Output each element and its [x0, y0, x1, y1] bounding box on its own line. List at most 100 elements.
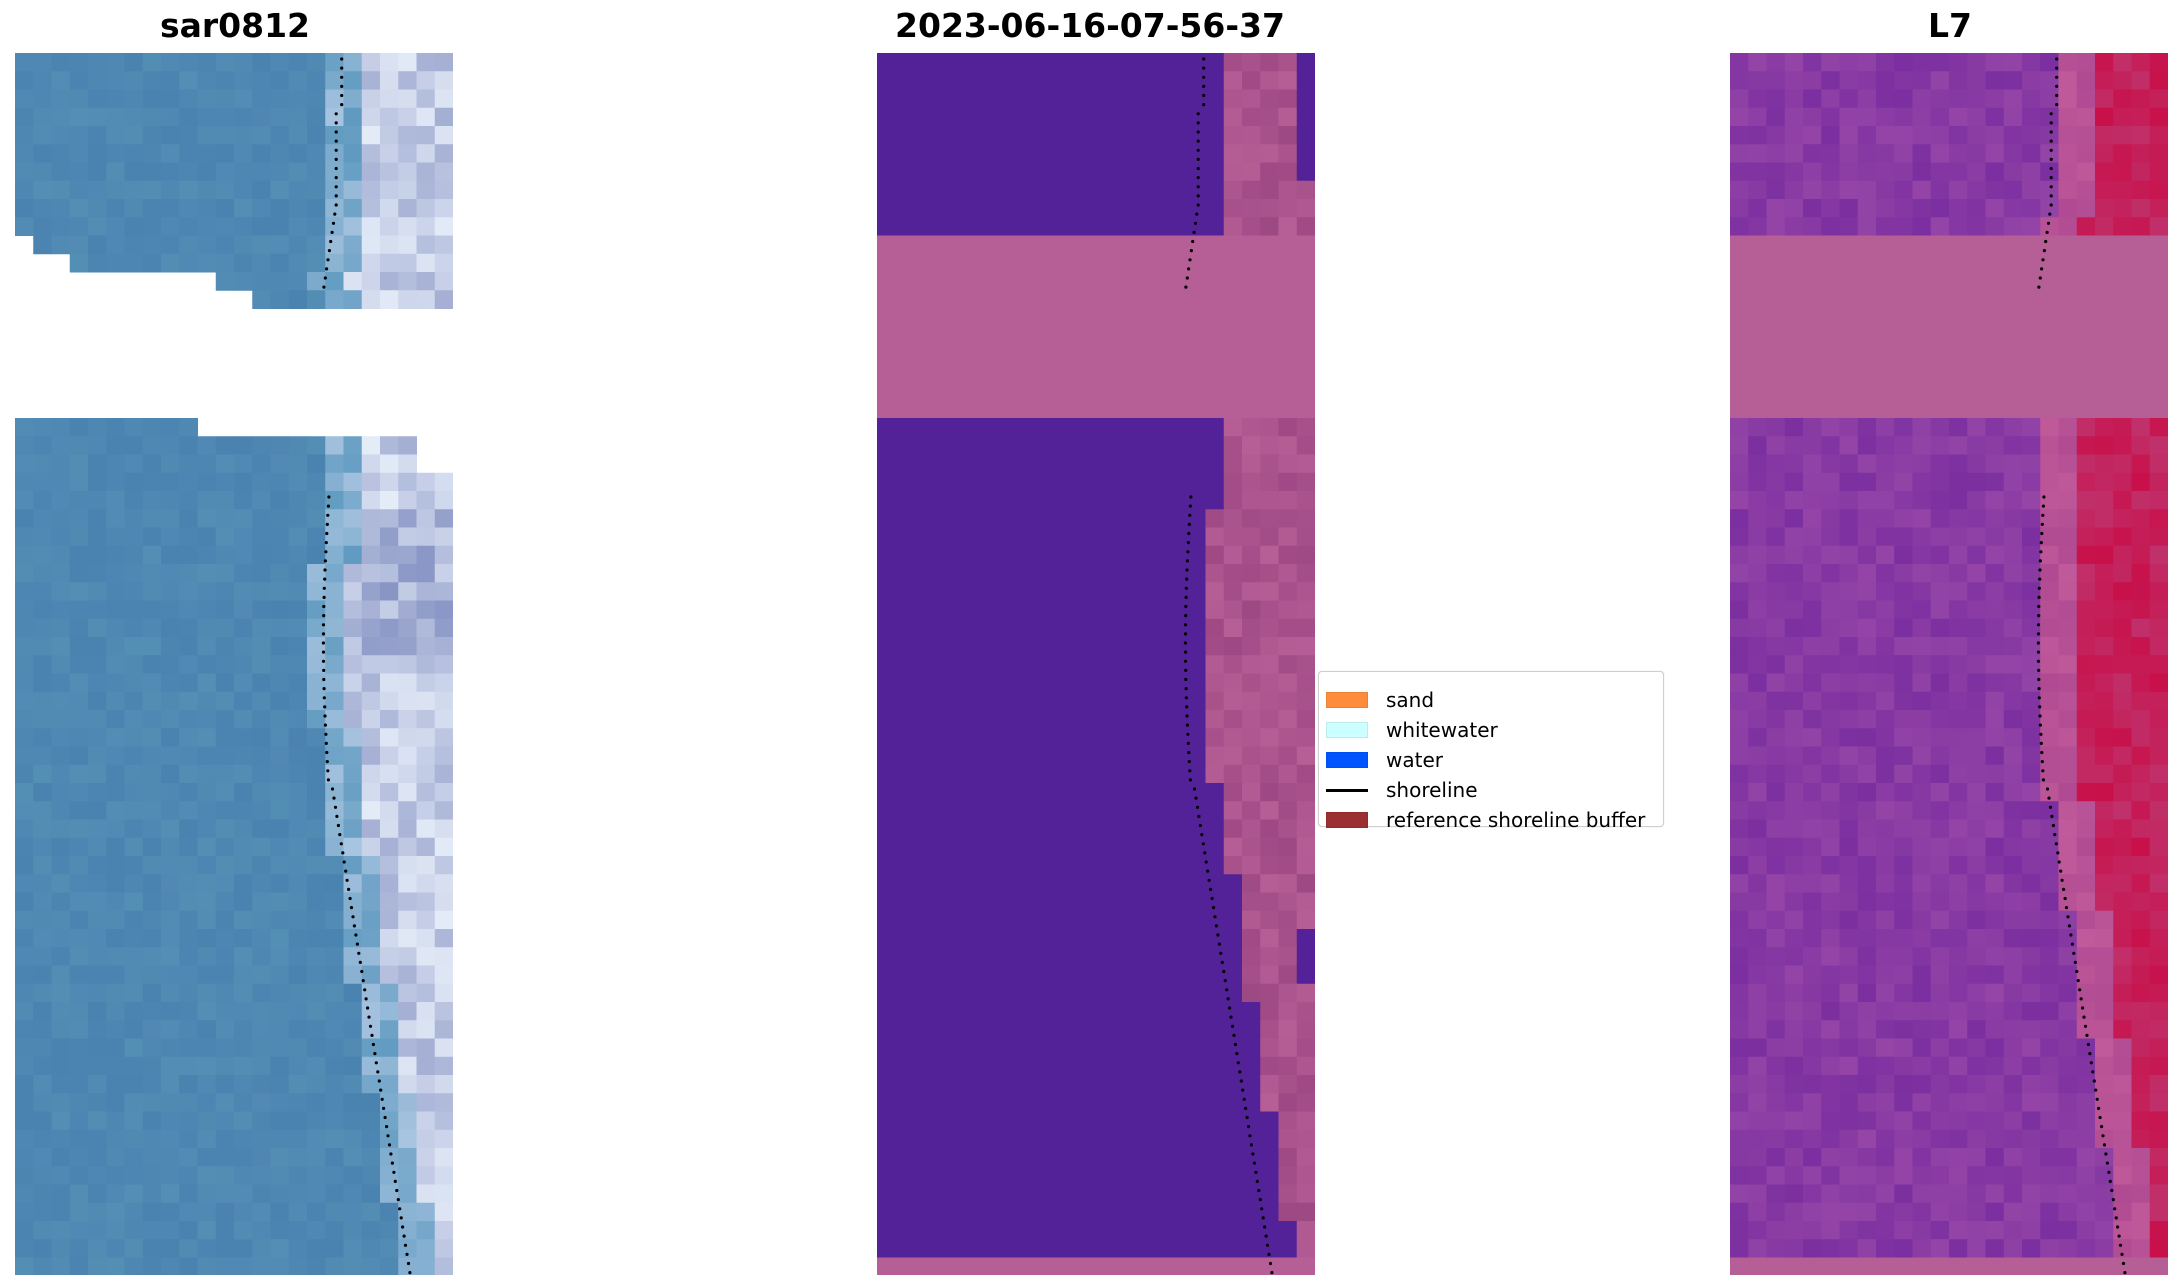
pixel: [1949, 162, 1968, 182]
pixel: [895, 509, 914, 528]
pixel: [1967, 1184, 1986, 1204]
pixel: [252, 728, 271, 747]
pixel: [895, 491, 914, 510]
pixel: [1205, 545, 1225, 565]
pixel: [895, 1239, 914, 1258]
shoreline-point: [1211, 906, 1216, 910]
pixel: [270, 801, 290, 820]
pixel: [1748, 345, 1767, 364]
pixel: [1077, 89, 1097, 109]
pixel: [1169, 819, 1188, 839]
pixel: [1857, 600, 1877, 620]
pixel: [2003, 472, 2023, 492]
shoreline-point: [360, 969, 364, 974]
pixel: [1876, 217, 1895, 236]
pixel: [1766, 983, 1786, 1003]
pixel: [1041, 746, 1060, 766]
shoreline-point: [377, 1079, 381, 1083]
pixel: [931, 1221, 951, 1240]
pixel: [2149, 819, 2168, 839]
pixel: [1260, 162, 1279, 182]
pixel: [2113, 910, 2132, 930]
pixel: [1985, 217, 2005, 236]
pixel: [1912, 746, 1932, 766]
pixel: [1132, 527, 1152, 547]
pixel: [416, 89, 436, 109]
pixel: [1876, 399, 1895, 419]
pixel: [142, 454, 162, 474]
pixel: [1059, 746, 1079, 766]
pixel: [1077, 582, 1097, 601]
pixel: [1132, 1075, 1152, 1094]
pixel: [270, 637, 290, 656]
pixel: [343, 783, 363, 802]
pixel: [142, 71, 162, 90]
pixel: [1730, 491, 1749, 510]
pixel: [1857, 545, 1877, 565]
pixel: [1041, 1038, 1060, 1058]
pixel: [1949, 947, 1968, 966]
pixel: [288, 837, 308, 857]
pixel: [1041, 856, 1060, 875]
pixel: [398, 874, 417, 893]
pixel: [1748, 144, 1767, 163]
pixel: [877, 929, 896, 948]
pixel: [1985, 1038, 2005, 1058]
shoreline-point: [361, 979, 365, 983]
pixel: [252, 783, 271, 802]
pixel: [416, 618, 436, 638]
pixel: [288, 272, 308, 291]
shoreline-point: [2049, 112, 2053, 116]
pixel: [1296, 308, 1315, 328]
pixel: [2149, 1020, 2168, 1039]
pixel: [2131, 144, 2151, 163]
pixel: [270, 837, 290, 857]
shoreline-point: [1222, 969, 1226, 974]
pixel: [1187, 345, 1206, 364]
pixel: [2113, 819, 2132, 839]
pixel: [1967, 454, 1986, 474]
pixel: [234, 1038, 253, 1058]
pixel: [1766, 965, 1786, 985]
pixel: [416, 126, 436, 145]
pixel: [913, 345, 933, 364]
pixel: [380, 491, 399, 510]
pixel: [1296, 381, 1315, 401]
pixel: [1784, 655, 1804, 674]
pixel: [1278, 655, 1298, 674]
pixel: [877, 399, 896, 419]
pixel: [931, 418, 951, 437]
pixel: [1784, 1093, 1804, 1112]
pixel: [1077, 472, 1097, 492]
pixel: [179, 910, 198, 930]
pixel: [106, 509, 125, 528]
pixel: [1930, 308, 1950, 328]
pixel: [950, 326, 969, 346]
pixel: [1784, 618, 1804, 638]
pixel: [1748, 545, 1767, 565]
pixel: [2003, 874, 2023, 893]
pixel: [252, 1111, 271, 1131]
pixel: [215, 162, 235, 182]
pixel: [124, 600, 144, 620]
pixel: [2040, 819, 2059, 839]
pixel: [161, 491, 180, 510]
shoreline-point: [2056, 851, 2060, 855]
pixel: [2003, 545, 2023, 565]
pixel: [1205, 363, 1225, 382]
pixel: [106, 691, 125, 711]
pixel: [1296, 71, 1315, 90]
pixel: [51, 929, 71, 948]
pixel: [2003, 819, 2023, 839]
pixel: [2149, 655, 2168, 674]
pixel: [968, 253, 987, 273]
pixel: [1223, 491, 1243, 510]
pixel: [1278, 545, 1298, 565]
pixel: [1784, 1075, 1804, 1094]
pixel: [877, 582, 896, 601]
pixel: [1205, 947, 1225, 966]
pixel: [343, 235, 363, 255]
pixel: [142, 764, 162, 784]
pixel: [1096, 691, 1115, 711]
pixel: [2040, 107, 2059, 127]
